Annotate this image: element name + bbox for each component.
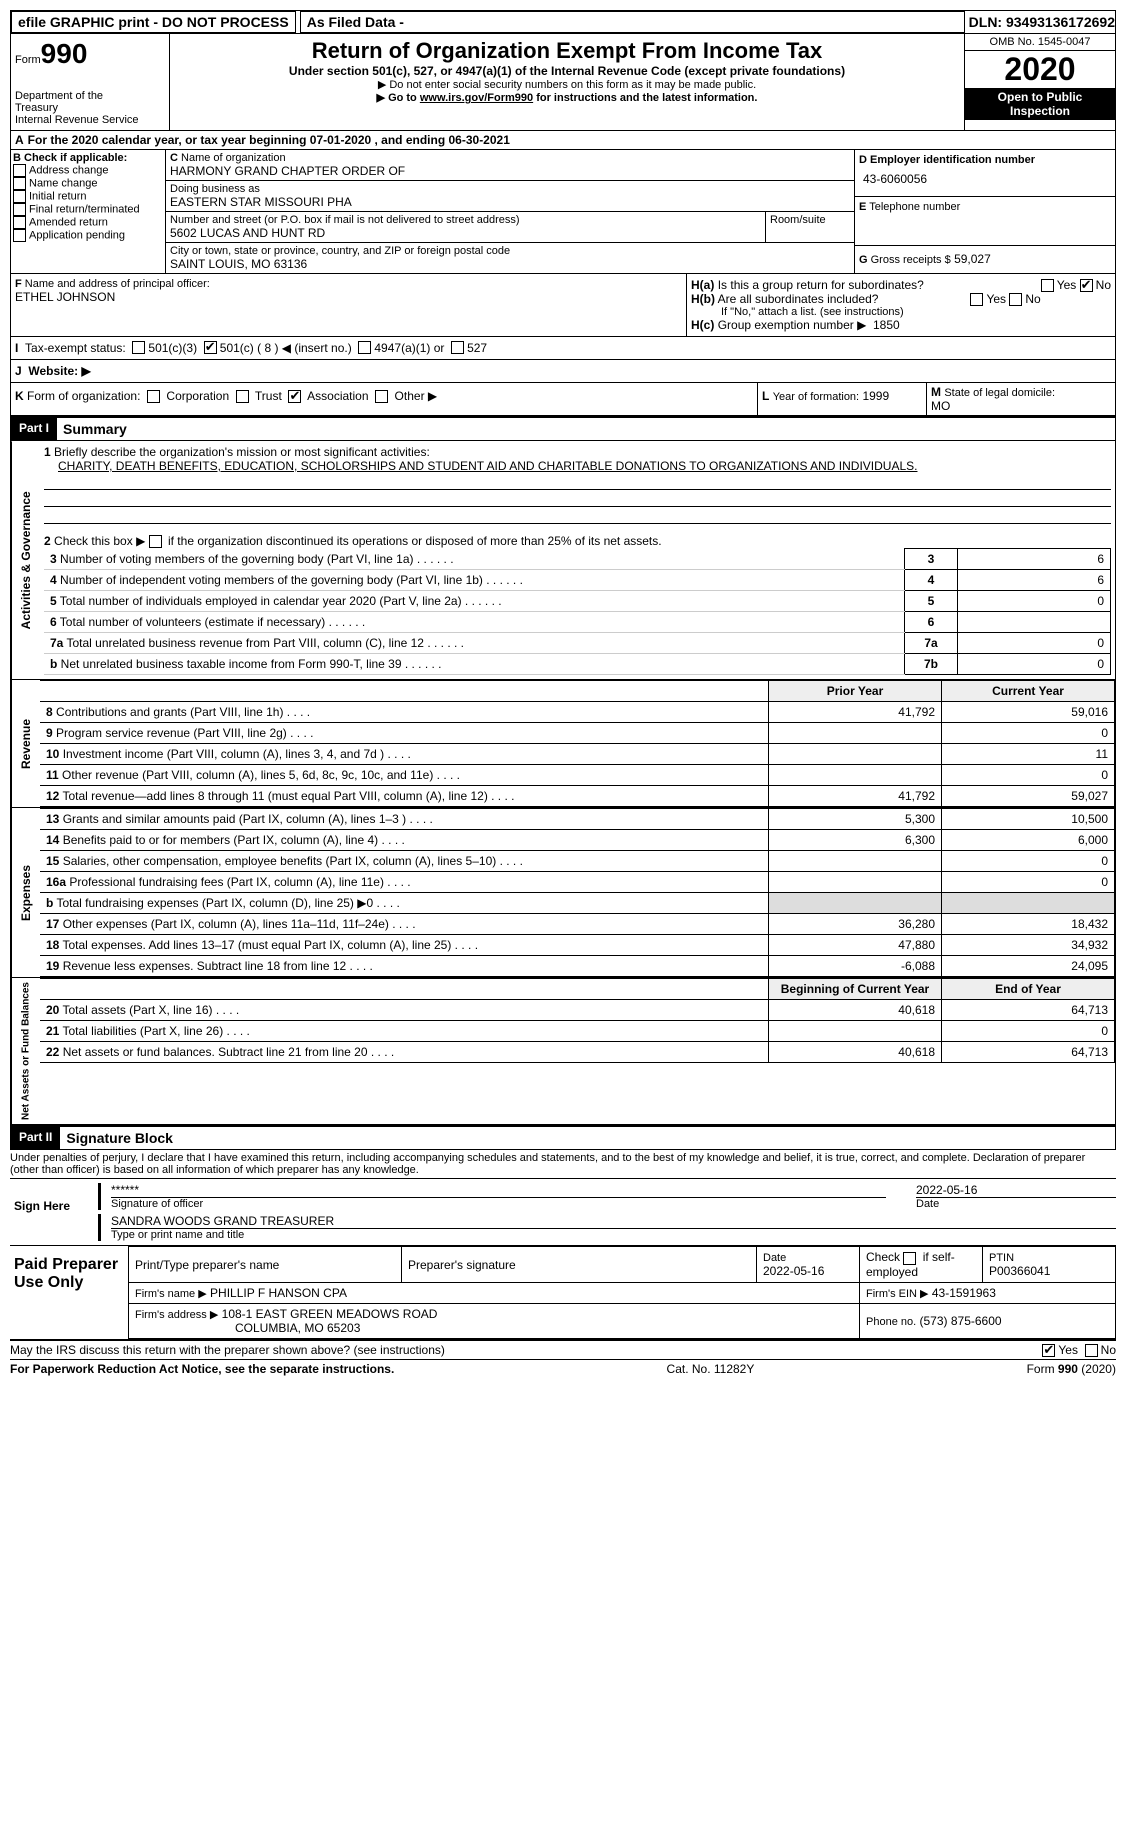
line-i: I Tax-exempt status: 501(c)(3) 501(c) ( … [10,337,1116,360]
discuss-yes[interactable] [1042,1344,1055,1357]
declaration: Under penalties of perjury, I declare th… [10,1150,1116,1179]
group-exemption: 1850 [873,318,900,332]
cb-final[interactable]: Final return/terminated [13,203,163,216]
domicile: MO [931,399,950,413]
hb-yes[interactable] [970,293,983,306]
line-klm: K Form of organization: Corporation Trus… [10,383,1116,416]
yof: 1999 [862,389,889,403]
governance-section: Activities & Governance 1 Briefly descri… [10,441,1116,680]
line2-cb[interactable] [149,535,162,548]
sign-here-block: Sign Here ******Signature of officer 202… [10,1179,1116,1246]
part1-header: Part I Summary [10,416,1116,441]
discuss-no[interactable] [1085,1344,1098,1357]
ha-no[interactable] [1080,279,1093,292]
firm: PHILLIP F HANSON CPA [210,1286,347,1300]
mission: CHARITY, DEATH BENEFITS, EDUCATION, SCHO… [44,459,1111,473]
balances-section: Net Assets or Fund Balances Beginning of… [10,978,1116,1125]
expenses-table: 13 Grants and similar amounts paid (Part… [40,808,1115,977]
tax-year: 2020 [965,51,1115,88]
ein: 43-6060056 [859,166,1111,192]
cb-address[interactable]: Address change [13,164,163,177]
officer: ETHEL JOHNSON [15,290,682,304]
i-501c3[interactable] [132,341,145,354]
paid-preparer-block: Paid Preparer Use Only Print/Type prepar… [10,1246,1116,1340]
topbar: efile GRAPHIC print - DO NOT PROCESS As … [10,10,1116,34]
fh-block: F Name and address of principal officer:… [10,274,1116,337]
officer-name: SANDRA WOODS GRAND TREASURER [111,1214,1116,1228]
k-other[interactable] [375,390,388,403]
form-number: Form990 [15,38,165,70]
cb-pending[interactable]: Application pending [13,229,163,242]
expenses-section: Expenses 13 Grants and similar amounts p… [10,808,1116,978]
line-a: AFor the 2020 calendar year, or tax year… [10,131,1116,150]
ha-yes[interactable] [1041,279,1054,292]
self-employed-cb[interactable] [903,1252,916,1265]
revenue-section: Revenue Prior YearCurrent Year 8 Contrib… [10,680,1116,808]
hb-no[interactable] [1009,293,1022,306]
firm-ein: 43-1591963 [932,1286,996,1300]
part2-header: Part II Signature Block [10,1125,1116,1150]
city: SAINT LOUIS, MO 63136 [170,257,850,271]
k-trust[interactable] [236,390,249,403]
street: 5602 LUCAS AND HUNT RD [170,226,761,240]
cb-initial[interactable]: Initial return [13,190,163,203]
dba: EASTERN STAR MISSOURI PHA [170,195,850,209]
dept: Department of the Treasury Internal Reve… [15,90,165,126]
k-corp[interactable] [147,390,160,403]
gov-table: 3 Number of voting members of the govern… [44,548,1111,675]
discuss-row: May the IRS discuss this return with the… [10,1341,1116,1359]
i-527[interactable] [451,341,464,354]
entity-block: B Check if applicable: Address change Na… [10,150,1116,274]
ptin: P00366041 [989,1264,1109,1278]
note2: ▶ Go to www.irs.gov/Form990 for instruct… [174,91,960,104]
header-row: Form990 Department of the Treasury Inter… [10,34,1116,131]
note1: ▶ Do not enter social security numbers o… [174,78,960,91]
org-name: HARMONY GRAND CHAPTER ORDER OF [170,164,850,178]
i-4947[interactable] [358,341,371,354]
k-assoc[interactable] [288,390,301,403]
b-label: B Check if applicable: [13,152,163,164]
revenue-table: Prior YearCurrent Year 8 Contributions a… [40,680,1115,807]
form-990-page: efile GRAPHIC print - DO NOT PROCESS As … [10,10,1116,1376]
cb-amended[interactable]: Amended return [13,216,163,229]
open-inspection: Open to Public Inspection [965,88,1115,120]
form-subtitle: Under section 501(c), 527, or 4947(a)(1)… [174,64,960,78]
efile-notice: efile GRAPHIC print - DO NOT PROCESS [11,11,296,33]
balances-table: Beginning of Current YearEnd of Year 20 … [40,978,1115,1063]
dln: DLN: 93493136172692 [969,14,1115,30]
line-j: J Website: ▶ [10,360,1116,383]
gross-receipts: 59,027 [954,252,991,266]
omb: OMB No. 1545-0047 [965,34,1115,51]
phone: (573) 875-6600 [920,1314,1002,1328]
footer: For Paperwork Reduction Act Notice, see … [10,1359,1116,1376]
as-filed: As Filed Data - [300,11,965,33]
cb-name[interactable]: Name change [13,177,163,190]
form-title: Return of Organization Exempt From Incom… [174,38,960,64]
i-501c[interactable] [204,341,217,354]
